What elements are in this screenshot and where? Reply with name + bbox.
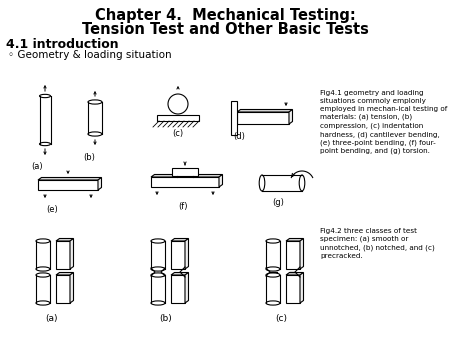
Polygon shape [171, 275, 185, 303]
Bar [172, 168, 198, 176]
Polygon shape [237, 110, 292, 112]
Polygon shape [171, 273, 189, 275]
Ellipse shape [151, 301, 165, 305]
Bar [157, 115, 199, 121]
Bar [40, 96, 50, 144]
Ellipse shape [266, 267, 280, 271]
Polygon shape [38, 178, 102, 180]
Text: Fig4.2 three classes of test
specimen: (a) smooth or
unnotched, (b) notched, and: Fig4.2 three classes of test specimen: (… [320, 228, 435, 259]
Polygon shape [300, 273, 303, 303]
Polygon shape [151, 177, 219, 187]
Ellipse shape [151, 273, 165, 277]
Text: (g): (g) [272, 198, 284, 207]
Polygon shape [38, 180, 98, 190]
Text: (f): (f) [178, 202, 188, 211]
Bar [266, 275, 280, 303]
Text: Fig4.1 geometry and loading
situations commoly emplonly
employed in mechan-ical : Fig4.1 geometry and loading situations c… [320, 90, 447, 154]
Polygon shape [56, 275, 70, 303]
Polygon shape [185, 273, 189, 303]
Polygon shape [56, 273, 73, 275]
Text: (e): (e) [46, 205, 58, 214]
Polygon shape [219, 175, 222, 187]
Ellipse shape [168, 94, 188, 114]
Polygon shape [185, 239, 189, 269]
Polygon shape [289, 110, 293, 124]
Ellipse shape [259, 175, 265, 191]
Polygon shape [98, 178, 102, 190]
Ellipse shape [40, 94, 50, 98]
Ellipse shape [299, 175, 305, 191]
Ellipse shape [266, 301, 280, 305]
Text: (a): (a) [31, 162, 43, 171]
Text: (d): (d) [233, 132, 245, 141]
Polygon shape [286, 239, 303, 241]
Polygon shape [151, 175, 222, 177]
Text: Chapter 4.  Mechanical Testing:: Chapter 4. Mechanical Testing: [94, 8, 356, 23]
Ellipse shape [40, 142, 50, 146]
Bar [262, 175, 302, 191]
Bar [151, 275, 165, 303]
Ellipse shape [266, 239, 280, 243]
Text: 4.1 introduction: 4.1 introduction [6, 38, 119, 51]
Bar [36, 275, 50, 303]
Ellipse shape [266, 273, 280, 277]
Text: (a): (a) [45, 314, 57, 323]
Bar [266, 241, 280, 269]
Polygon shape [286, 275, 300, 303]
Text: ◦ Geometry & loading situation: ◦ Geometry & loading situation [8, 50, 171, 60]
Polygon shape [237, 112, 289, 124]
Ellipse shape [36, 301, 50, 305]
Ellipse shape [151, 267, 165, 271]
Polygon shape [300, 239, 303, 269]
Bar [36, 241, 50, 269]
Polygon shape [56, 241, 70, 269]
Ellipse shape [151, 239, 165, 243]
Ellipse shape [88, 132, 102, 136]
Polygon shape [70, 239, 73, 269]
Text: (c): (c) [275, 314, 287, 323]
Polygon shape [70, 273, 73, 303]
Text: (b): (b) [160, 314, 172, 323]
Polygon shape [56, 239, 73, 241]
Polygon shape [171, 241, 185, 269]
Ellipse shape [36, 267, 50, 271]
Ellipse shape [88, 100, 102, 104]
Text: (c): (c) [172, 129, 184, 138]
Bar [231, 101, 237, 135]
Ellipse shape [36, 239, 50, 243]
Bar [151, 241, 165, 269]
Bar [88, 102, 102, 134]
Polygon shape [286, 241, 300, 269]
Polygon shape [171, 239, 189, 241]
Text: Tension Test and Other Basic Tests: Tension Test and Other Basic Tests [81, 22, 369, 37]
Polygon shape [286, 273, 303, 275]
Text: (b): (b) [83, 153, 95, 162]
Ellipse shape [36, 273, 50, 277]
